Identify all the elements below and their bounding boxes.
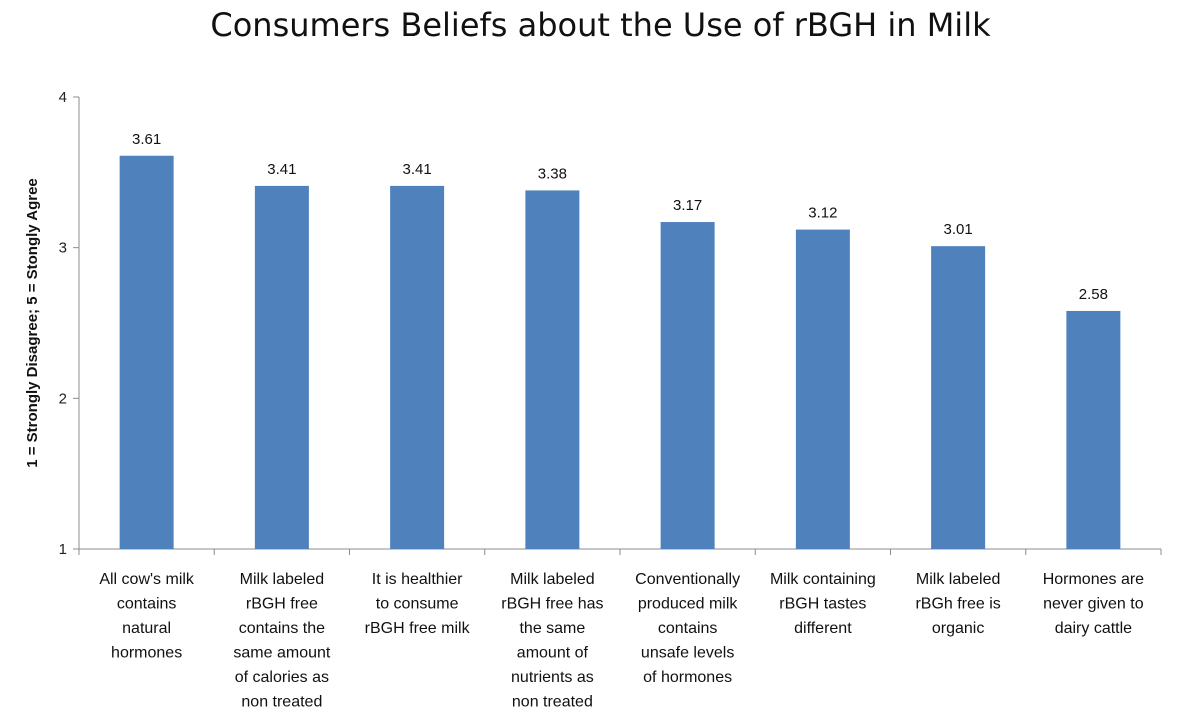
y-axis-label: 1 = Strongly Disagree; 5 = Stongly Agree — [24, 178, 41, 468]
x-tick-label-line: to consume — [376, 596, 459, 613]
x-tick-label-line: rBGH free — [246, 596, 318, 613]
x-tick-label-line: contains — [658, 620, 718, 637]
y-tick-label: 3 — [59, 240, 67, 257]
x-tick-label-line: Milk labeled — [916, 571, 1000, 588]
x-tick-label: All cow's milk contains natural hormones — [99, 571, 195, 662]
bar — [660, 222, 715, 549]
x-tick-label-line: Hormones are — [1043, 571, 1144, 588]
x-tick-label-line: the same — [519, 620, 585, 637]
data-label: 3.01 — [944, 221, 973, 238]
x-tick-label: Hormones are never given to dairy cattle — [1043, 571, 1144, 637]
x-tick-label-line: hormones — [111, 645, 182, 662]
x-tick-label-line: produced milk — [638, 596, 739, 613]
data-label: 3.17 — [673, 197, 702, 214]
bar — [795, 229, 850, 549]
y-tick-label: 2 — [59, 390, 67, 407]
x-tick-label-line: non treated — [241, 694, 322, 711]
x-tick-label-line: of hormones — [643, 669, 732, 686]
x-tick-label-line: contains the — [239, 620, 325, 637]
x-tick-label-line: never given to — [1043, 596, 1144, 613]
bar — [119, 155, 174, 549]
x-tick-label: Milk labeled rBGH free has the same amount … — [501, 571, 603, 711]
x-tick-label-line: natural — [122, 620, 171, 637]
chart-title: Consumers Beliefs about the Use of rBGH … — [210, 6, 991, 44]
y-tick-label: 4 — [59, 89, 67, 106]
bar — [390, 185, 445, 550]
data-label: 3.12 — [808, 205, 837, 222]
x-tick-label-line: contains — [117, 596, 177, 613]
bar — [931, 246, 986, 549]
labels: 3.61 All cow's milk contains natural hormone… — [99, 131, 1144, 711]
x-tick-label-line: nutrients as — [511, 669, 594, 686]
x-tick-label: Milk labeled rBGH free contains the same am… — [233, 571, 330, 711]
x-tick-label-line: non treated — [512, 694, 593, 711]
x-tick-label-line: of calories as — [235, 669, 329, 686]
x-tick-label-line: rBGH tastes — [779, 596, 866, 613]
bar — [1066, 310, 1121, 549]
x-tick-label-line: organic — [932, 620, 984, 637]
x-tick-label-line: rBGH free has — [501, 596, 603, 613]
x-tick-label-line: It is healthier — [372, 571, 463, 588]
axes: 1 2 3 4 — [59, 89, 1162, 558]
x-tick-label-line: Conventionally — [635, 571, 740, 588]
data-label: 3.41 — [403, 161, 432, 178]
x-tick-label-line: dairy cattle — [1055, 620, 1132, 637]
bars — [119, 155, 1121, 550]
x-tick-label-line: same amount — [233, 645, 330, 662]
data-label: 3.38 — [538, 165, 567, 182]
x-tick-label-line: Milk containing — [770, 571, 876, 588]
x-tick-label-line: All cow's milk — [99, 571, 195, 588]
data-label: 3.41 — [267, 161, 296, 178]
bar — [525, 190, 580, 549]
x-tick-label-line: amount of — [517, 645, 589, 662]
x-tick-label-line: Milk labeled — [240, 571, 324, 588]
bar — [254, 185, 309, 550]
x-tick-label-line: unsafe levels — [641, 645, 734, 662]
x-tick-label: It is healthier to consume rBGH free milk — [365, 571, 471, 637]
data-label: 3.61 — [132, 131, 161, 148]
y-tick-label: 1 — [59, 541, 67, 558]
x-tick-label-line: rBGH free milk — [365, 620, 471, 637]
data-label: 2.58 — [1079, 286, 1108, 303]
x-tick-label-line: Milk labeled — [510, 571, 594, 588]
x-tick-label-line: different — [794, 620, 852, 637]
x-tick-label: Milk containing rBGH tastes different — [770, 571, 876, 637]
x-tick-label-line: rBGh free is — [915, 596, 1000, 613]
x-tick-label: Milk labeled rBGh free is organic — [915, 571, 1000, 637]
x-tick-label: Conventionally produced milk contains unsaf… — [635, 571, 740, 686]
